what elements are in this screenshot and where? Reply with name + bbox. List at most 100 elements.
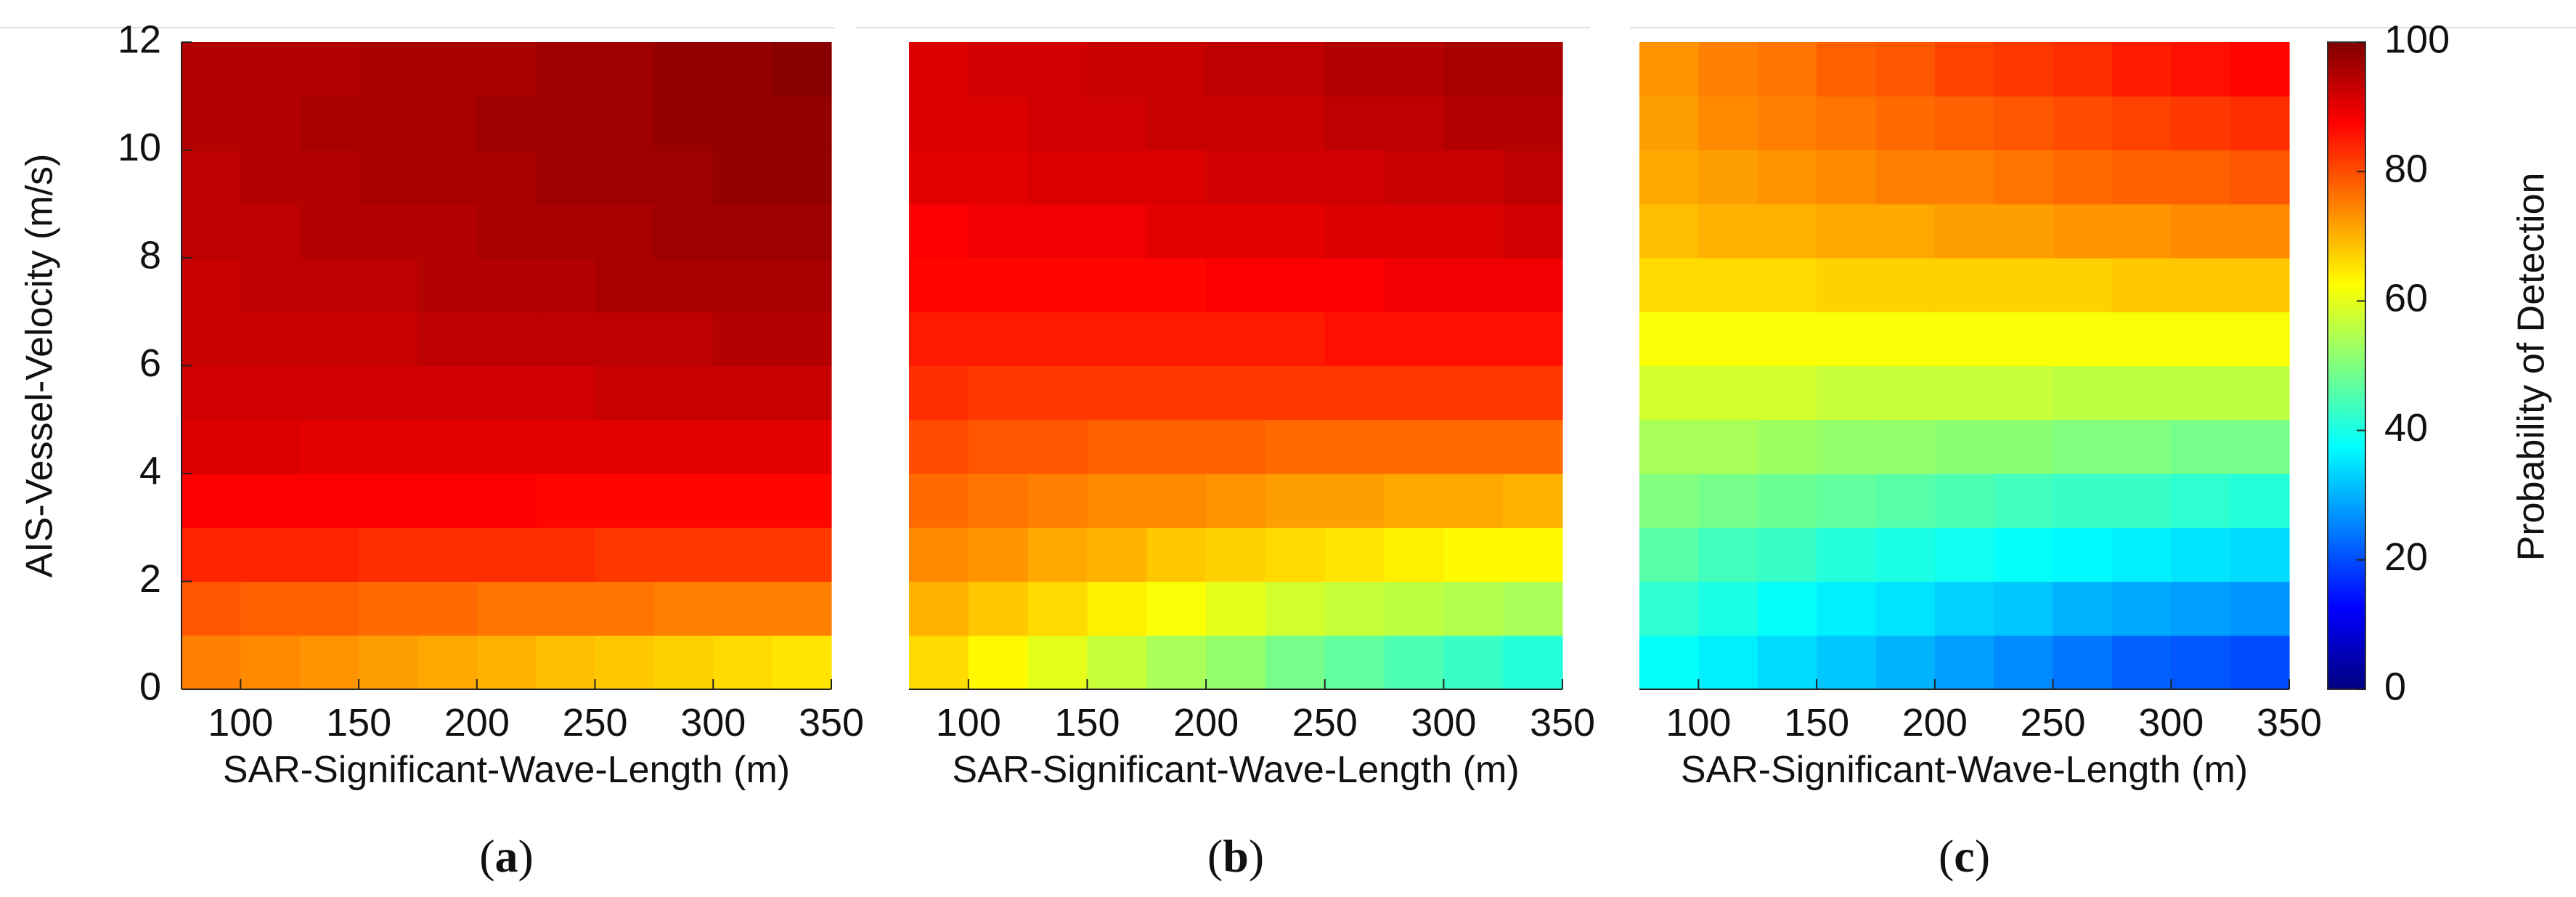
heatmap-cell bbox=[2111, 96, 2172, 151]
heatmap-cell bbox=[1087, 419, 1147, 474]
heatmap-cell bbox=[536, 527, 596, 583]
heatmap-cell bbox=[713, 312, 773, 367]
heatmap-cell bbox=[1027, 419, 1088, 474]
y-tick-label: 12 bbox=[118, 17, 161, 61]
heatmap-cell bbox=[1503, 474, 1563, 528]
heatmap-cell bbox=[1757, 581, 1817, 636]
heatmap-cell bbox=[1384, 474, 1444, 528]
panel-label: (c) bbox=[1939, 830, 1990, 882]
heatmap-cell bbox=[653, 581, 714, 636]
heatmap-cell bbox=[2171, 96, 2231, 151]
heatmap-cell bbox=[595, 365, 655, 421]
heatmap-cell bbox=[1087, 150, 1147, 205]
heatmap-cell bbox=[182, 42, 241, 97]
heatmap-cell bbox=[417, 581, 478, 636]
heatmap-cell bbox=[909, 150, 969, 205]
heatmap-cell bbox=[1443, 527, 1504, 583]
heatmap-cell bbox=[909, 527, 969, 583]
heatmap-cell bbox=[1817, 203, 1877, 259]
heatmap-cell bbox=[1639, 365, 1699, 421]
heatmap-cell bbox=[476, 96, 537, 151]
heatmap-cell bbox=[2111, 150, 2172, 205]
heatmap-cell bbox=[1443, 581, 1504, 636]
heatmap-cell bbox=[1817, 96, 1877, 151]
heatmap-cell bbox=[1324, 419, 1385, 474]
heatmap-cell bbox=[1994, 96, 2054, 151]
heatmap-cell bbox=[909, 42, 969, 97]
heatmap-cell bbox=[595, 96, 655, 151]
heatmap-cell bbox=[772, 312, 832, 367]
heatmap-cell bbox=[1875, 150, 1936, 205]
heatmap-cell bbox=[2230, 203, 2290, 259]
heatmap-cell bbox=[359, 635, 419, 690]
heatmap-cell bbox=[1384, 42, 1444, 97]
heatmap-cell bbox=[1639, 42, 1699, 97]
heatmap-cell bbox=[2230, 474, 2290, 528]
heatmap-cell bbox=[772, 419, 832, 474]
panel-label: (a) bbox=[479, 830, 534, 882]
heatmap-cell bbox=[1757, 96, 1817, 151]
heatmap-cell bbox=[2171, 258, 2231, 312]
heatmap-cell bbox=[2111, 365, 2172, 421]
heatmap-cell bbox=[2171, 365, 2231, 421]
heatmap-cell bbox=[1265, 42, 1326, 97]
x-tick-label: 300 bbox=[2138, 701, 2204, 744]
y-tick-label: 0 bbox=[139, 665, 161, 708]
x-tick-label: 150 bbox=[1054, 701, 1120, 744]
x-tick-label: 100 bbox=[936, 701, 1001, 744]
heatmap-cell bbox=[595, 312, 655, 367]
heatmap-cell bbox=[240, 96, 301, 151]
heatmap-cell bbox=[536, 312, 596, 367]
heatmap-cell bbox=[1087, 635, 1147, 690]
heatmap-cell bbox=[1994, 419, 2054, 474]
heatmap-cell bbox=[2230, 419, 2290, 474]
heatmap-cell bbox=[2053, 527, 2113, 583]
heatmap-cell bbox=[909, 203, 969, 259]
heatmap-cell bbox=[2053, 96, 2113, 151]
heatmap-cell bbox=[1027, 312, 1088, 367]
heatmap-cell bbox=[2230, 527, 2290, 583]
heatmap-cell bbox=[536, 96, 596, 151]
heatmap-cell bbox=[476, 365, 537, 421]
heatmap-cell bbox=[182, 474, 241, 528]
heatmap-cell bbox=[2053, 365, 2113, 421]
heatmap-cell bbox=[1994, 312, 2054, 367]
heatmap-cell bbox=[1265, 474, 1326, 528]
heatmap-cell bbox=[476, 419, 537, 474]
heatmap-cell bbox=[1934, 365, 1994, 421]
heatmap-cell bbox=[653, 312, 714, 367]
heatmap-cell bbox=[1087, 203, 1147, 259]
heatmap-cell bbox=[1146, 635, 1207, 690]
heatmap-cell bbox=[2111, 42, 2172, 97]
heatmap-cell bbox=[536, 635, 596, 690]
heatmap-cell bbox=[1443, 203, 1504, 259]
heatmap-cell bbox=[417, 527, 478, 583]
heatmap-cell bbox=[1324, 635, 1385, 690]
heatmap-cell bbox=[772, 258, 832, 312]
heatmap-cell bbox=[1146, 42, 1207, 97]
heatmap-cell bbox=[2053, 258, 2113, 312]
heatmap-cell bbox=[2171, 474, 2231, 528]
heatmap-cell bbox=[1934, 150, 1994, 205]
y-tick-label: 10 bbox=[118, 126, 161, 169]
heatmap-cell bbox=[1384, 312, 1444, 367]
colorbar-tick-label: 80 bbox=[2384, 147, 2428, 190]
heatmap-cell bbox=[1206, 203, 1266, 259]
heatmap-cell bbox=[299, 312, 359, 367]
heatmap-cell bbox=[595, 581, 655, 636]
heatmap-cell bbox=[1443, 258, 1504, 312]
heatmap-cell bbox=[1639, 419, 1699, 474]
heatmap-cell bbox=[1206, 150, 1266, 205]
heatmap-cell bbox=[1503, 42, 1563, 97]
heatmap-cell bbox=[2053, 474, 2113, 528]
heatmap-cell bbox=[1324, 474, 1385, 528]
colorbar-tick-label: 20 bbox=[2384, 535, 2428, 579]
heatmap-cell bbox=[713, 581, 773, 636]
x-tick-label: 300 bbox=[680, 701, 746, 744]
heatmap-cell bbox=[1384, 527, 1444, 583]
heatmap-cell bbox=[1698, 258, 1758, 312]
heatmap-cell bbox=[182, 150, 241, 205]
heatmap-cell bbox=[653, 474, 714, 528]
y-tick-label: 6 bbox=[139, 341, 161, 385]
heatmap-cell bbox=[536, 150, 596, 205]
